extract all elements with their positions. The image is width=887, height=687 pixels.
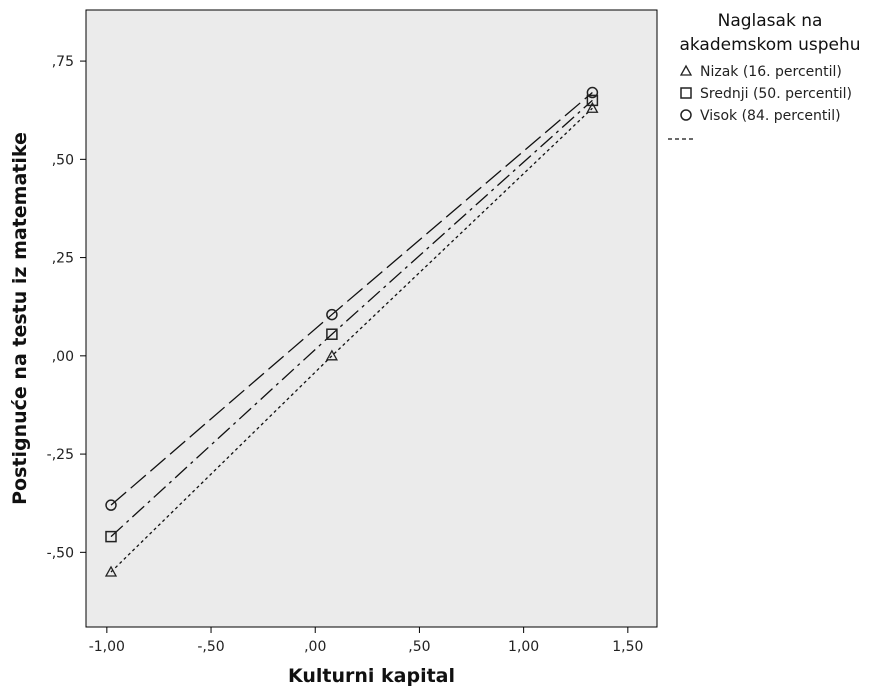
data-point-square [586, 94, 599, 107]
data-point-circle [326, 308, 338, 321]
data-point-circle [105, 499, 117, 511]
y-axis-title: Postignuće na testu iz matematike [9, 132, 31, 505]
series-triangle [104, 101, 599, 577]
series-line [110, 99, 593, 538]
y-axis: -,50 -,25 ,00 ,25 ,50 ,75 [47, 54, 86, 561]
y-tick-label: -,50 [47, 545, 74, 561]
series-line [110, 92, 593, 506]
x-tick-label: ,00 [304, 639, 326, 655]
data-point-triangle [104, 565, 118, 577]
legend-marker-circle [680, 109, 692, 121]
legend-title-line-1: Naglasak na [718, 11, 823, 31]
data-point-circle [586, 86, 599, 99]
y-tick-label: -,25 [47, 447, 74, 463]
x-tick-label: 1,50 [612, 639, 643, 655]
series-line [110, 107, 593, 573]
plot-area [85, 9, 658, 628]
series-layer [104, 86, 599, 577]
x-tick-label: -,50 [197, 639, 224, 655]
legend-label: Srednji (50. percentil) [700, 86, 852, 102]
data-point-triangle [325, 349, 339, 361]
x-axis: -1,00 -,50 ,00 ,50 1,00 1,50 [89, 627, 643, 655]
y-tick-label: ,50 [52, 152, 74, 168]
legend-label: Nizak (16. percentil) [700, 64, 842, 80]
legend-title-line-2: akademskom uspehu [679, 35, 860, 55]
x-tick-label: ,50 [408, 639, 430, 655]
data-point-square [326, 328, 338, 340]
legend-marker-square [680, 87, 692, 99]
y-tick-label: ,75 [52, 54, 74, 70]
x-tick-label: -1,00 [89, 639, 125, 655]
series-square [105, 94, 599, 543]
x-axis-title: Kulturni kapital [288, 665, 455, 687]
legend: Naglasak na akademskom uspehu Nizak (16.… [668, 11, 861, 140]
legend-label: Visok (84. percentil) [700, 108, 841, 124]
y-tick-label: ,00 [52, 349, 74, 365]
legend-marker-triangle [679, 64, 693, 76]
data-point-square [105, 530, 117, 543]
data-point-triangle [586, 101, 599, 113]
y-tick-label: ,25 [52, 251, 74, 267]
x-tick-label: 1,00 [508, 639, 539, 655]
series-circle [105, 86, 599, 511]
